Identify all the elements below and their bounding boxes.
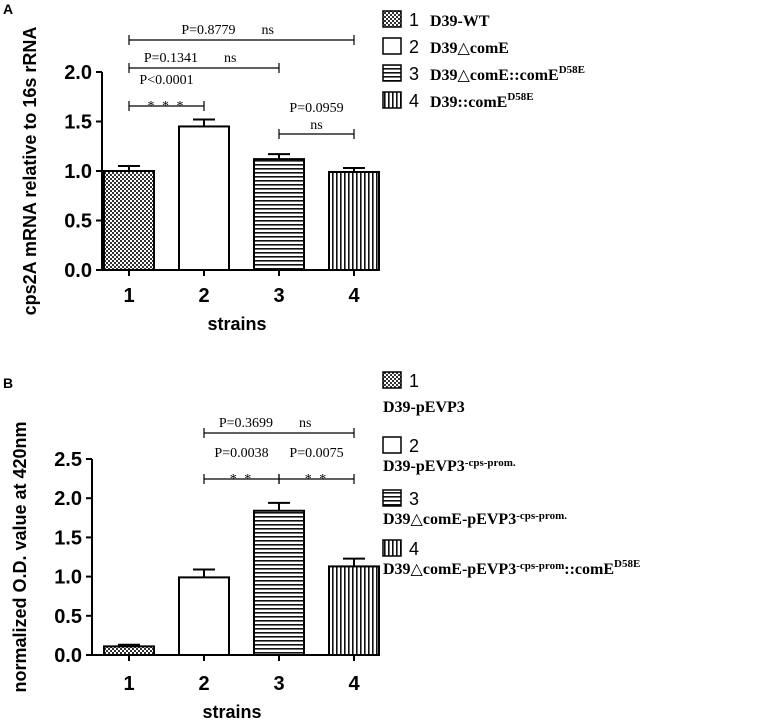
legend-label: D39△comE-pEVP3-cps-prom. — [383, 510, 567, 528]
significance-label: ns — [224, 51, 236, 66]
legend-label-text: D39-WT — [430, 13, 490, 30]
y-axis-label: normalized O.D. value at 420nm — [10, 421, 30, 692]
y-tick-label: 0.0 — [54, 645, 82, 667]
legend-label-sup: D58E — [559, 64, 585, 76]
x-tick-label: 3 — [273, 673, 284, 695]
chart-a: 0.0 0.5 1.0 1.5 2.0 cps2A mRNA relative to 16… — [20, 23, 380, 334]
y-tick-label: 1.0 — [64, 161, 92, 183]
x-tick-label: 1 — [123, 673, 134, 695]
legend-label: D39△comE — [430, 40, 509, 57]
legend-number: 1 — [409, 10, 419, 30]
p-value-label: P=0.0038 — [214, 446, 268, 461]
significance-label: * * * — [148, 99, 186, 114]
panel-label-b: B — [3, 375, 13, 391]
p-value-label: P<0.0001 — [139, 73, 193, 88]
panel-label-a: A — [3, 1, 13, 17]
legend-b: 1D39-pEVP32D39-pEVP3-cps-prom.3D39△comE-… — [382, 371, 640, 578]
legend-swatch — [382, 539, 402, 557]
x-axis-label: strains — [202, 702, 261, 722]
significance-label: * * — [305, 472, 329, 487]
legend-label-sup: D58E — [614, 558, 640, 570]
bar-4 — [328, 170, 380, 272]
y-tick-label: 2.0 — [64, 62, 92, 84]
legend-number: 2 — [409, 37, 419, 57]
legend-label-text: D39△comE-pEVP3 — [383, 561, 516, 578]
legend-label-small: -cps-prom. — [516, 510, 567, 522]
p-value-label: P=0.0075 — [289, 446, 343, 461]
y-tick-label: 1.5 — [64, 112, 92, 134]
bar-3 — [253, 158, 305, 271]
bar-3 — [253, 509, 305, 656]
p-value-label: P=0.0959 — [289, 101, 343, 116]
x-tick-label: 2 — [198, 285, 209, 307]
x-tick-label: 2 — [198, 673, 209, 695]
legend-label-text: D39△comE-pEVP3 — [383, 511, 516, 528]
significance-label: * * — [230, 472, 254, 487]
p-value-label: P=0.1341 — [144, 51, 198, 66]
legend-swatch — [382, 436, 402, 454]
x-tick-label: 1 — [123, 285, 134, 307]
x-tick-label: 4 — [348, 673, 360, 695]
legend-swatch — [382, 10, 402, 28]
x-tick-label: 4 — [348, 285, 360, 307]
legend-number: 4 — [409, 91, 419, 111]
bar-2 — [178, 576, 230, 656]
chart-b: 0.0 0.5 1.0 1.5 2.0 2.5 normalized O.D. value … — [10, 416, 380, 722]
legend-number: 4 — [409, 539, 419, 559]
legend-number: 2 — [409, 436, 419, 456]
legend-swatch — [382, 37, 402, 55]
legend-label: D39△comE::comED58E — [430, 64, 585, 84]
legend-number: 3 — [409, 489, 419, 509]
y-tick-label: 0.5 — [64, 211, 92, 233]
y-tick-label: 1.5 — [54, 527, 82, 549]
legend-label-small: -cps-prom. — [465, 457, 516, 469]
x-axis-label: strains — [207, 314, 266, 334]
legend-label: D39-pEVP3-cps-prom. — [383, 457, 516, 475]
y-tick-label: 0.5 — [54, 606, 82, 628]
legend-label-tail: ::comE — [564, 561, 614, 578]
bar-2 — [178, 125, 230, 271]
legend-label-text: D39△comE::comE — [430, 67, 559, 84]
significance-label: ns — [262, 23, 274, 38]
y-tick-label: 2.5 — [54, 449, 82, 471]
legend-label: D39-pEVP3 — [383, 399, 465, 416]
legend-swatch — [382, 371, 402, 389]
significance-label: ns — [299, 416, 311, 431]
y-axis-label: cps2A mRNA relative to 16s rRNA — [20, 27, 40, 316]
legend-label-text: D39△comE — [430, 40, 509, 57]
legend-label-text: D39-pEVP3 — [383, 458, 465, 475]
legend-number: 3 — [409, 64, 419, 84]
legend-label-sup: D58E — [507, 91, 533, 103]
y-tick-label: 0.0 — [64, 260, 92, 282]
legend-label: D39-WT — [430, 13, 490, 30]
bar-1 — [103, 170, 155, 271]
legend-number: 1 — [409, 371, 419, 391]
legend-label: D39::comED58E — [430, 91, 534, 111]
bar-4 — [328, 565, 380, 657]
y-tick-label: 2.0 — [54, 488, 82, 510]
legend-label-small: -cps-prom — [516, 560, 564, 572]
legend-swatch — [382, 64, 402, 82]
bar-1 — [103, 645, 155, 656]
y-tick-label: 1.0 — [54, 567, 82, 589]
significance-label: ns — [310, 118, 322, 133]
legend-label-text: D39-pEVP3 — [383, 399, 465, 416]
p-value-label: P=0.3699 — [219, 416, 273, 431]
legend-label-text: D39::comE — [430, 94, 507, 111]
legend-swatch — [382, 489, 402, 507]
p-value-label: P=0.8779 — [181, 23, 235, 38]
legend-swatch — [382, 91, 402, 109]
legend-label: D39△comE-pEVP3-cps-prom::comED58E — [383, 558, 640, 578]
x-tick-label: 3 — [273, 285, 284, 307]
